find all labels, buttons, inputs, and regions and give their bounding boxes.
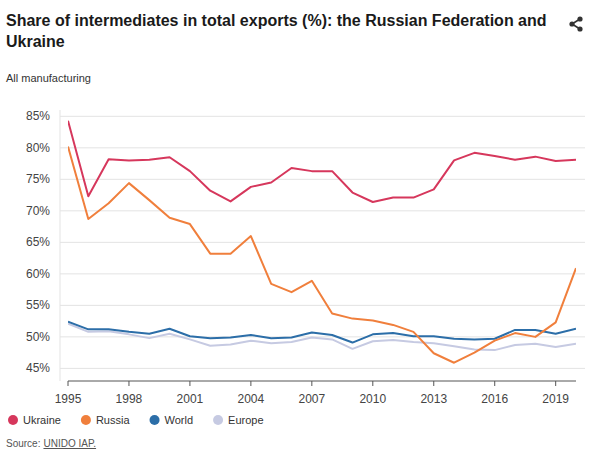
x-tick (250, 381, 251, 386)
x-tick (433, 381, 434, 386)
series-line (68, 147, 576, 363)
legend-label: Europe (228, 414, 263, 426)
x-tick (555, 381, 556, 386)
x-tick-label: 2019 (542, 392, 569, 406)
legend-label: World (165, 414, 194, 426)
y-tick-label: 80% (26, 141, 50, 155)
x-tick (311, 381, 312, 386)
grid-line (60, 179, 585, 180)
y-tick-label: 55% (26, 298, 50, 312)
x-tick (372, 381, 373, 386)
x-tick-label: 1995 (55, 392, 82, 406)
y-tick-label: 50% (26, 330, 50, 344)
grid-line (60, 147, 585, 148)
grid-line (60, 305, 585, 306)
grid-line (60, 273, 585, 274)
legend-label: Ukraine (23, 414, 61, 426)
subtitle: All manufacturing (6, 72, 91, 84)
legend-marker (150, 415, 160, 425)
share-icon[interactable] (569, 16, 582, 31)
y-tick-label: 60% (26, 267, 50, 281)
x-tick-label: 2010 (359, 392, 386, 406)
y-tick-label: 65% (26, 235, 50, 249)
x-tick-label: 1998 (116, 392, 143, 406)
legend: Ukraine Russia World Europe (8, 414, 264, 426)
x-tick-label: 2016 (481, 392, 508, 406)
x-tick-label: 2001 (177, 392, 204, 406)
x-tick (128, 381, 129, 386)
x-tick (189, 381, 190, 386)
legend-marker (81, 415, 91, 425)
legend-label: Russia (96, 414, 131, 426)
grid-line (60, 242, 585, 243)
source-label: Source: (6, 438, 40, 449)
title: Share of intermediates in total exports … (6, 12, 547, 50)
grid (60, 116, 585, 368)
x-tick-label: 2013 (420, 392, 447, 406)
grid-line (60, 116, 585, 117)
x-axis-line (68, 381, 576, 382)
chart: Share of intermediates in total exports … (0, 0, 590, 456)
grid-line (60, 368, 585, 369)
y-tick-label: 85% (26, 109, 50, 123)
x-tick-label: 2004 (238, 392, 265, 406)
source: Source:UNIDO IAP. (6, 438, 96, 449)
grid-line (60, 210, 585, 211)
x-tick (494, 381, 495, 386)
series-group (68, 121, 576, 363)
legend-marker (8, 415, 18, 425)
y-tick-label: 75% (26, 172, 50, 186)
legend-marker (213, 415, 223, 425)
y-tick-label: 45% (26, 361, 50, 375)
y-tick-label: 70% (26, 204, 50, 218)
x-tick-label: 2007 (298, 392, 325, 406)
source-link[interactable]: UNIDO IAP. (43, 438, 96, 449)
y-axis-line (60, 110, 61, 381)
series-line (68, 121, 576, 202)
x-tick (68, 381, 69, 386)
